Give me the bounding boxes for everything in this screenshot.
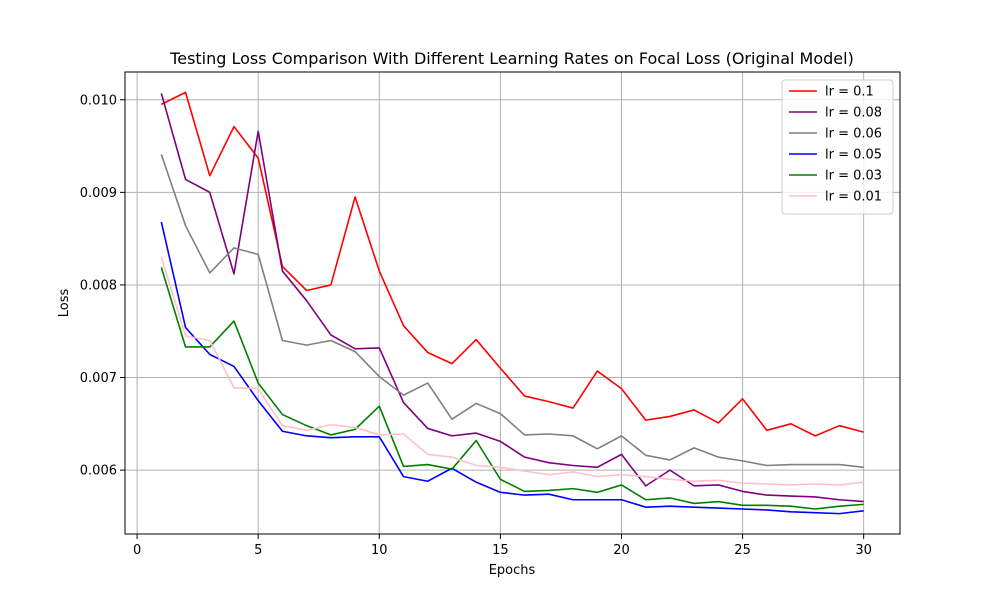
legend: lr = 0.1 lr = 0.08 lr = 0.06 lr = 0.05 lr = … (781, 79, 894, 215)
x-axis-label: Epochs (489, 563, 536, 578)
y-tick-label: 0.007 (80, 371, 117, 386)
y-tick-label: 0.009 (80, 186, 117, 201)
legend-box (781, 79, 894, 215)
legend-entry: lr = 0.03 (825, 169, 882, 184)
x-tick-label: 30 (855, 543, 872, 558)
x-tick-label: 5 (254, 543, 262, 558)
legend-entry: lr = 0.05 (825, 148, 882, 163)
legend-entry: lr = 0.01 (825, 190, 882, 205)
x-tick-label: 25 (734, 543, 751, 558)
x-tick-label: 20 (613, 543, 630, 558)
y-tick-label: 0.008 (80, 278, 117, 293)
y-axis-ticks: 0.006 0.007 0.008 0.009 0.010 (80, 93, 125, 479)
y-axis-label: Loss (57, 289, 72, 318)
y-tick-label: 0.006 (80, 464, 117, 479)
x-axis-ticks: 0 5 10 15 20 25 30 (133, 534, 872, 558)
grid-lines (125, 72, 900, 534)
x-tick-label: 0 (133, 543, 141, 558)
chart-title: Testing Loss Comparison With Different L… (169, 49, 854, 68)
series-line (160, 267, 864, 510)
legend-entry: lr = 0.06 (825, 127, 882, 142)
series-line (160, 256, 864, 486)
legend-entry: lr = 0.08 (825, 106, 882, 121)
plot-frame (124, 71, 901, 535)
series-line (160, 154, 864, 469)
x-tick-label: 15 (492, 543, 509, 558)
y-tick-label: 0.010 (80, 93, 117, 108)
x-tick-label: 10 (371, 543, 388, 558)
series-line (160, 93, 864, 503)
legend-entry: lr = 0.1 (825, 85, 874, 100)
series-line (160, 221, 864, 515)
series-lines (160, 91, 864, 515)
